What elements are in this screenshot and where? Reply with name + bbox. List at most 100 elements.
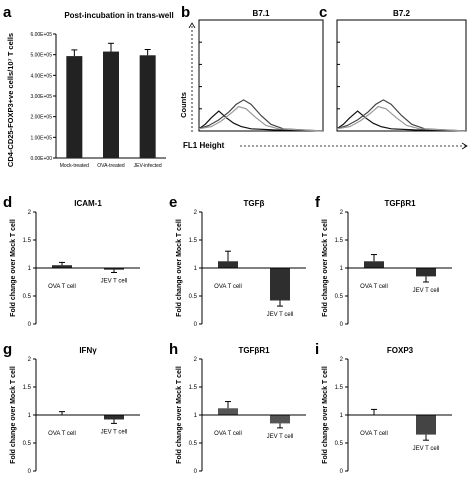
bar xyxy=(139,55,156,158)
histogram-curve-jev xyxy=(336,105,467,132)
histogram-frame xyxy=(198,19,324,132)
panel-b: b B7.1 Counts FL1 Height xyxy=(179,4,468,150)
y-tick-label: 1.00E+05 xyxy=(30,135,52,141)
y-tick-label: 0.5 xyxy=(189,294,198,300)
x-category-label: JEV T cell xyxy=(267,312,294,318)
y-tick-label: 0 xyxy=(194,469,198,475)
x-category-label: OVA T cell xyxy=(48,431,76,437)
bar xyxy=(416,415,436,435)
panel-f: f TGFβR1 Fold change over Mock T cell 0 0.5 1… xyxy=(315,194,452,328)
y-tick-label: 1 xyxy=(194,413,198,419)
y-tick-label: 2.00E+05 xyxy=(30,115,52,121)
histogram-curve-ova xyxy=(198,99,324,132)
x-axis-arrowhead xyxy=(461,142,468,150)
bar xyxy=(103,51,119,158)
x-category-label: OVA T cell xyxy=(360,431,388,437)
x-tick-label: OVA-treated xyxy=(97,163,125,169)
y-tick-label: 1 xyxy=(340,266,344,272)
y-tick-label: 2 xyxy=(340,210,344,216)
bar xyxy=(104,268,124,270)
y-axis-label: Fold change over Mock T cell xyxy=(322,219,329,317)
panel-e: e TGFβ Fold change over Mock T cell 0 0.5 1 1.… xyxy=(169,194,306,328)
y-tick-label: 1 xyxy=(194,266,198,272)
y-tick-label: 4.00E+05 xyxy=(30,73,52,79)
x-category-label: JEV T cell xyxy=(101,429,128,435)
chart-title: IFNγ xyxy=(79,346,97,355)
y-tick-label: 0.5 xyxy=(189,441,198,447)
chart-title: FOXP3 xyxy=(387,346,414,355)
x-category-label: OVA T cell xyxy=(214,431,242,437)
panel-i: i FOXP3 Fold change over Mock T cell 0 0.5 1 1… xyxy=(315,341,452,475)
panel-a: a Post-incubation in trans-well CD4-CD25-F… xyxy=(3,4,174,169)
panel-letter: f xyxy=(315,194,321,211)
chart-title: TGFβR1 xyxy=(384,199,416,208)
y-tick-label: 3.00E+05 xyxy=(30,94,52,100)
bar xyxy=(104,415,124,420)
x-category-label: JEV T cell xyxy=(101,278,128,284)
bar xyxy=(218,408,238,415)
chart-title: B7.1 xyxy=(253,9,270,18)
panel-letter: b xyxy=(181,4,190,21)
y-tick-label: 1 xyxy=(28,266,32,272)
y-tick-label: 0 xyxy=(340,469,344,475)
bar xyxy=(66,56,83,158)
panel-letter: i xyxy=(315,341,319,358)
chart-title: ICAM-1 xyxy=(74,199,102,208)
chart-title: Post-incubation in trans-well xyxy=(64,11,173,20)
histogram-curve-isotype xyxy=(198,110,324,132)
y-tick-label: 2 xyxy=(28,357,32,363)
x-tick-label: JEV-infected xyxy=(134,163,162,169)
panel-letter: c xyxy=(319,4,327,21)
x-axis-label: FL1 Height xyxy=(183,141,225,150)
y-tick-label: 2 xyxy=(194,357,198,363)
panel-g: g IFNγ Fold change over Mock T cell 0 0.5 1 1.… xyxy=(3,341,140,475)
y-axis-label: Fold change over Mock T cell xyxy=(176,219,183,317)
panel-letter: e xyxy=(169,194,177,211)
histogram-curve-jev xyxy=(198,105,324,132)
x-category-label: JEV T cell xyxy=(413,446,440,452)
y-tick-label: 1 xyxy=(28,413,32,419)
histogram-curve-ova xyxy=(336,99,467,132)
y-tick-label: 1.5 xyxy=(189,238,198,244)
histogram-curve-isotype xyxy=(336,110,467,132)
panel-c: c B7.2 xyxy=(319,4,467,132)
y-tick-label: 0.5 xyxy=(23,441,32,447)
bar xyxy=(218,261,238,268)
y-tick-label: 0.5 xyxy=(23,294,32,300)
panel-letter: a xyxy=(3,4,12,21)
panel-letter: d xyxy=(3,194,12,211)
y-tick-label: 0 xyxy=(28,469,32,475)
y-axis-label: Fold change over Mock T cell xyxy=(176,366,183,464)
y-tick-label: 0.00E+00 xyxy=(30,156,52,162)
bar xyxy=(364,261,384,268)
bar xyxy=(416,268,436,277)
histogram-frame xyxy=(336,19,467,132)
y-axis-label: Fold change over Mock T cell xyxy=(10,219,17,317)
y-tick-label: 0.5 xyxy=(335,441,344,447)
y-axis-label: Fold change over Mock T cell xyxy=(322,366,329,464)
y-tick-label: 1.5 xyxy=(23,238,32,244)
y-axis-label: CD4-CD25-FOXP3+ve cells/10⁷ T cells xyxy=(6,33,15,167)
bar xyxy=(270,415,290,424)
y-axis-label: Fold change over Mock T cell xyxy=(10,366,17,464)
x-category-label: JEV T cell xyxy=(413,288,440,294)
y-tick-label: 1.5 xyxy=(335,238,344,244)
y-axis-label: Counts xyxy=(179,92,188,118)
chart-title: TGFβ xyxy=(244,199,265,208)
y-tick-label: 5.00E+05 xyxy=(30,53,52,59)
x-category-label: OVA T cell xyxy=(214,284,242,290)
y-tick-label: 0 xyxy=(28,322,32,328)
panel-letter: h xyxy=(169,341,178,358)
x-category-label: OVA T cell xyxy=(360,284,388,290)
y-tick-label: 1.5 xyxy=(23,385,32,391)
chart-title: TGFβR1 xyxy=(238,346,270,355)
x-tick-label: Mock-treated xyxy=(60,163,89,169)
y-tick-label: 1 xyxy=(340,413,344,419)
panel-h: h TGFβR1 Fold change over Mock T cell 0 0.5 1… xyxy=(169,341,306,475)
panel-d: d ICAM-1 Fold change over Mock T cell 0 0.5 1… xyxy=(3,194,140,328)
x-category-label: JEV T cell xyxy=(267,434,294,440)
bar xyxy=(52,265,72,268)
y-tick-label: 6.00E+05 xyxy=(30,32,52,38)
y-tick-label: 1.5 xyxy=(335,385,344,391)
